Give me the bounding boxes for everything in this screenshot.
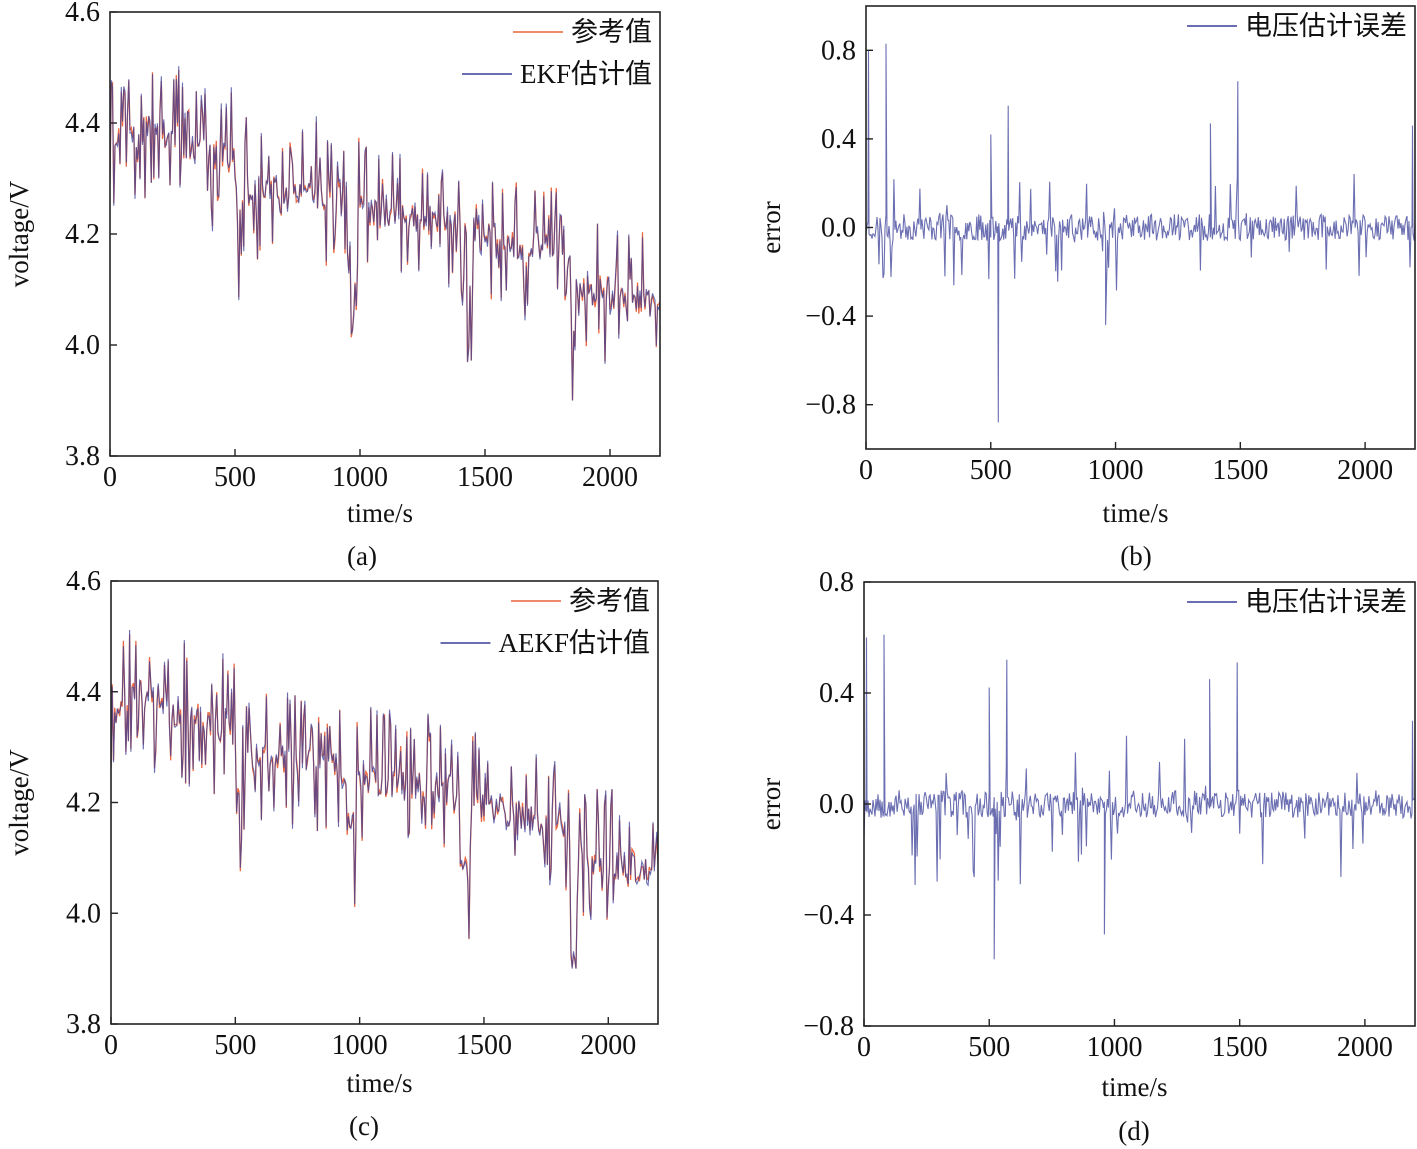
x-tick-label: 500	[970, 455, 1012, 486]
y-tick-label: 4.0	[66, 898, 101, 929]
chart-panel-c: 0 500 1000 1500 2000 3.8 4.0 4.2 4.4 4.6 time/s vol…	[4, 566, 659, 1141]
series-line-error	[866, 43, 1415, 423]
y-tick-label: 4.2	[66, 788, 101, 819]
x-tick-label: 2000	[582, 462, 638, 493]
plot-area	[864, 634, 1415, 960]
y-tick-label: 4.2	[65, 219, 100, 250]
chart-panel-a: 0 500 1000 1500 2000 3.8 4.0 4.2 4.4 4.6 time/s vol…	[4, 0, 661, 571]
x-tick-label: 1000	[1086, 1032, 1142, 1063]
x-axis-label: time/s	[347, 498, 413, 528]
y-tick-label: −0.8	[803, 1011, 854, 1042]
x-tick-label: 1500	[457, 462, 513, 493]
axis-frame	[865, 5, 1416, 450]
x-tick-label: 500	[214, 1030, 256, 1061]
x-tick-label: 0	[104, 1030, 118, 1061]
y-tick-label: 0.4	[819, 678, 854, 709]
y-tick-label: 0.0	[821, 213, 856, 244]
legend-label: 参考值	[569, 586, 650, 616]
legend-label: EKF估计值	[520, 59, 652, 89]
x-tick-label: 1500	[456, 1030, 512, 1061]
y-tick-label: 0.0	[819, 789, 854, 820]
y-axis-label: voltage/V	[4, 749, 34, 856]
panel-label: (d)	[1118, 1116, 1149, 1146]
series-line-estimate	[111, 629, 658, 969]
plot-area	[866, 43, 1415, 423]
axis-frame	[863, 581, 1416, 1027]
x-tick-label: 1500	[1212, 455, 1268, 486]
y-tick-label: −0.8	[805, 390, 856, 421]
x-tick-label: 2000	[1337, 455, 1393, 486]
legend-label: 电压估计误差	[1245, 587, 1407, 617]
x-axis-label: time/s	[1102, 1072, 1168, 1102]
y-tick-label: 0.4	[821, 124, 856, 155]
legend-label: 参考值	[571, 17, 652, 47]
y-tick-label: 4.6	[65, 0, 100, 28]
x-tick-label: 1000	[332, 1030, 388, 1061]
y-tick-label: 4.0	[65, 330, 100, 361]
plot-area	[111, 629, 658, 969]
x-tick-label: 1000	[1088, 455, 1144, 486]
x-tick-label: 500	[214, 462, 256, 493]
y-tick-label: 3.8	[65, 441, 100, 472]
plot-area	[110, 66, 660, 401]
chart-panel-b: 0 500 1000 1500 2000 −0.8 −0.4 0.0 0.4 0.8 time/s e…	[756, 5, 1416, 571]
legend: 参考值 AEKF估计值	[440, 586, 650, 658]
y-tick-label: 4.4	[66, 677, 101, 708]
x-tick-label: 2000	[1337, 1032, 1393, 1063]
x-tick-label: 0	[103, 462, 117, 493]
x-tick-label: 2000	[580, 1030, 636, 1061]
y-tick-label: 4.6	[66, 566, 101, 597]
y-tick-label: 4.4	[65, 108, 100, 139]
chart-panel-d: 0 500 1000 1500 2000 −0.8 −0.4 0.0 0.4 0.8 time/s e…	[756, 567, 1416, 1146]
x-tick-label: 0	[859, 455, 873, 486]
y-tick-label: 3.8	[66, 1009, 101, 1040]
x-axis-label: time/s	[1103, 498, 1169, 528]
y-axis-label: voltage/V	[4, 180, 34, 287]
legend: 电压估计误差	[1187, 587, 1407, 617]
series-line-estimate	[110, 66, 660, 401]
x-tick-label: 1500	[1212, 1032, 1268, 1063]
legend-label: 电压估计误差	[1245, 11, 1407, 41]
y-tick-label: −0.4	[805, 301, 856, 332]
x-tick-label: 0	[857, 1032, 871, 1063]
y-axis-label: error	[756, 201, 786, 253]
legend-label: AEKF估计值	[498, 628, 650, 658]
legend: 参考值 EKF估计值	[461, 17, 652, 89]
series-line-error	[864, 634, 1415, 960]
x-tick-label: 500	[968, 1032, 1010, 1063]
y-axis-label: error	[756, 778, 786, 830]
series-line-reference	[110, 70, 660, 401]
panel-label: (b)	[1120, 541, 1151, 571]
y-tick-label: −0.4	[803, 900, 854, 931]
panel-label: (c)	[349, 1111, 379, 1141]
panel-label: (a)	[347, 541, 377, 571]
y-tick-label: 0.8	[821, 35, 856, 66]
series-line-reference	[111, 634, 658, 969]
x-axis-label: time/s	[347, 1068, 413, 1098]
y-tick-label: 0.8	[819, 567, 854, 598]
x-tick-label: 1000	[332, 462, 388, 493]
legend: 电压估计误差	[1187, 11, 1407, 41]
